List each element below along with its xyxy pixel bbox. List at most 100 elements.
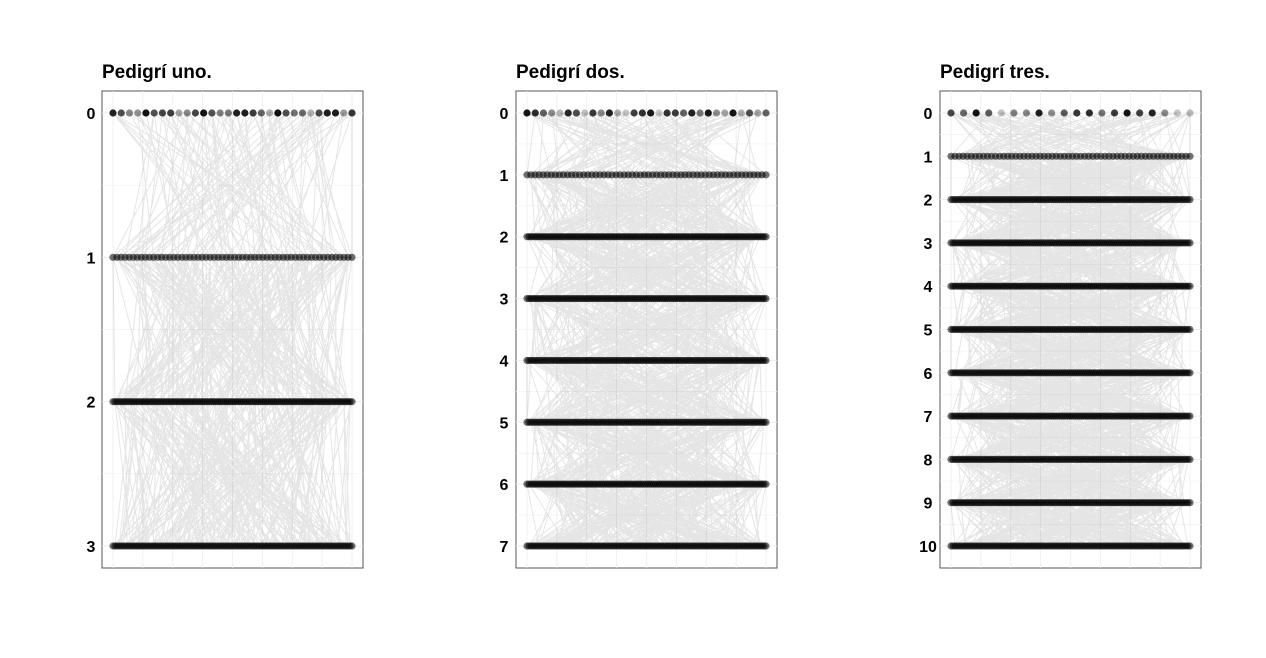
individual-node (109, 109, 117, 117)
generation-label: 6 (924, 366, 933, 383)
individual-node (1060, 109, 1068, 117)
generation-row-4 (523, 356, 770, 365)
generation-row-3 (109, 542, 356, 550)
individual-node (655, 109, 663, 117)
individual-node (614, 109, 622, 117)
individual-node (274, 109, 282, 117)
generation-row-0 (109, 109, 356, 117)
individual-node (315, 109, 323, 117)
individual-node (754, 109, 762, 117)
individual-node (762, 233, 770, 241)
individual-node (663, 109, 671, 117)
generation-row-1 (109, 253, 356, 261)
individual-node (1010, 109, 1018, 117)
individual-node (745, 109, 754, 117)
individual-node (556, 109, 564, 117)
pedigree-panel-2: 0 1 2 3 4 5 6 7 Pedigrí dos. (500, 62, 778, 569)
generation-label: 4 (500, 353, 509, 370)
generation-label: 4 (924, 279, 933, 296)
individual-node (348, 253, 356, 261)
generation-row-2 (523, 233, 770, 241)
individual-node (167, 109, 175, 117)
individual-node (183, 109, 191, 117)
individual-node (348, 398, 356, 406)
individual-node (134, 109, 142, 117)
generation-row-5 (947, 325, 1194, 334)
panel-title: Pedigrí dos. (516, 62, 625, 83)
individual-node (762, 109, 770, 117)
individual-node (1035, 109, 1043, 117)
generation-label: 2 (87, 395, 96, 412)
individual-node (1186, 499, 1194, 507)
individual-node (762, 480, 770, 488)
individual-node (647, 109, 655, 117)
panel-title: Pedigrí uno. (102, 62, 212, 83)
individual-node (348, 542, 356, 550)
individual-node (539, 109, 548, 117)
individual-node (323, 109, 331, 117)
individual-node (1173, 109, 1182, 117)
individual-node (257, 109, 265, 117)
individual-node (1186, 325, 1194, 334)
individual-node (972, 109, 980, 117)
individual-node (564, 109, 572, 117)
generation-row-10 (947, 542, 1194, 550)
individual-node (1186, 455, 1194, 463)
generation-row-8 (947, 455, 1194, 463)
individual-node (572, 109, 581, 117)
individual-node (331, 109, 340, 117)
generation-label: 7 (500, 539, 509, 556)
individual-node (1123, 109, 1131, 117)
individual-node (150, 109, 158, 117)
individual-node (158, 109, 167, 117)
individual-node (704, 109, 712, 117)
individual-node (1048, 109, 1056, 117)
individual-node (1148, 109, 1156, 117)
individual-node (589, 109, 597, 117)
individual-node (696, 109, 704, 117)
generation-label: 0 (924, 106, 933, 123)
individual-node (1136, 109, 1144, 117)
generation-row-2 (947, 196, 1194, 204)
individual-node (688, 109, 696, 117)
individual-node (1186, 239, 1194, 247)
individual-node (729, 109, 737, 117)
generation-row-1 (523, 171, 770, 179)
individual-node (523, 109, 531, 117)
pedigree-panel-3: 0 1 2 3 4 5 6 7 8 9 10 Pedigrí tres. (919, 62, 1202, 569)
generation-label: 0 (500, 106, 509, 123)
individual-node (1186, 412, 1194, 420)
generation-row-3 (523, 294, 770, 303)
individual-node (671, 109, 679, 117)
individual-node (997, 109, 1005, 117)
individual-node (1186, 196, 1194, 204)
individual-node (216, 109, 224, 117)
parent-links (950, 112, 1191, 547)
individual-node (638, 109, 646, 117)
individual-node (1186, 542, 1194, 550)
generation-row-6 (523, 480, 770, 488)
individual-node (737, 109, 745, 117)
parent-links (112, 112, 353, 547)
individual-node (142, 109, 150, 117)
individual-node (1161, 109, 1169, 117)
generation-label: 1 (500, 168, 509, 185)
generation-label: 6 (500, 477, 509, 494)
individual-node (1085, 109, 1093, 117)
individual-node (762, 542, 770, 550)
individual-node (548, 109, 556, 117)
generation-label: 0 (87, 106, 96, 123)
individual-node (1186, 369, 1194, 377)
generation-label: 3 (500, 292, 509, 309)
generation-row-5 (523, 418, 770, 426)
generation-label: 1 (924, 149, 933, 166)
generation-label: 9 (924, 496, 933, 513)
individual-node (224, 109, 232, 117)
individual-node (191, 109, 200, 117)
individual-node (947, 109, 955, 117)
individual-node (249, 109, 257, 117)
generation-row-7 (523, 542, 770, 550)
generation-label: 5 (500, 415, 509, 432)
individual-node (1110, 109, 1119, 117)
